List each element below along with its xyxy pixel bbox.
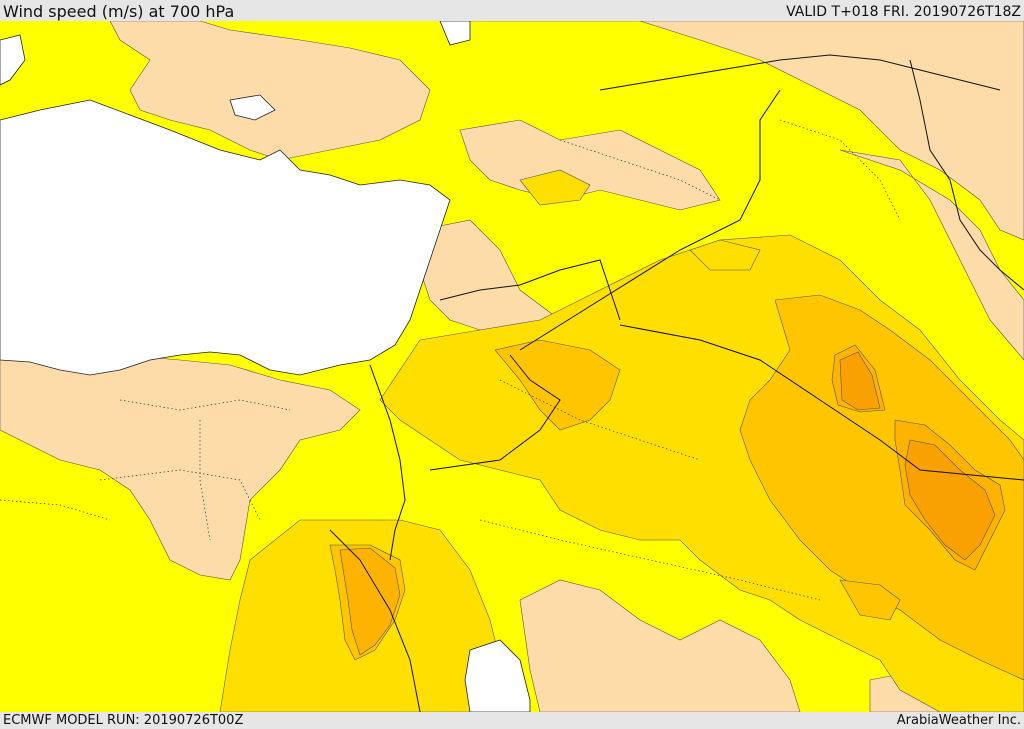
map-footer: ECMWF MODEL RUN: 20190726T00Z ArabiaWeat… — [0, 712, 1024, 729]
border-turkey-syria — [439, 259, 621, 321]
dark-orange-wind-regions — [839, 351, 996, 561]
amber-wind-syrian-desert — [494, 339, 621, 431]
red-sea-north — [464, 639, 531, 712]
low-wind-northeast — [470, 21, 1024, 241]
province-boundaries — [0, 119, 901, 601]
border-iraq-iran — [909, 59, 1024, 291]
low-wind-levant — [459, 119, 721, 211]
low-wind-sinai — [0, 349, 361, 581]
wind-speed-map — [0, 21, 1024, 712]
border-jordan-saudi — [429, 354, 561, 471]
border-turkey-iran — [599, 54, 1001, 91]
model-run-label: ECMWF MODEL RUN: 20190726T00Z — [3, 713, 244, 728]
mediterranean-sea — [0, 99, 451, 376]
aegean-sea-patch — [0, 34, 26, 86]
orange-wind-arabia — [339, 547, 401, 656]
valid-time-label: VALID T+018 FRI. 20190726T18Z — [786, 4, 1021, 20]
amber-wind-iraq-main — [739, 294, 1024, 681]
low-wind-hijaz — [519, 579, 801, 712]
gold-wind-north — [519, 169, 591, 206]
sea-of-marmara — [229, 94, 276, 121]
sea-areas — [0, 21, 531, 712]
border-iraq-saudi — [619, 324, 1024, 481]
dark-orange-wind-iraq — [839, 351, 881, 411]
border-syria-iraq — [519, 89, 781, 351]
low-wind-east — [839, 149, 1024, 361]
map-title: Wind speed (m/s) at 700 hPa — [3, 2, 235, 21]
map-canvas — [0, 21, 1024, 712]
country-borders — [329, 54, 1024, 712]
low-wind-anatolia — [109, 21, 431, 161]
border-egypt-israel — [369, 364, 406, 561]
map-header: Wind speed (m/s) at 700 hPa VALID T+018 … — [0, 0, 1024, 21]
gold-wind-east-patch — [689, 239, 761, 271]
border-saudi-yemen — [329, 529, 421, 712]
credit-label: ArabiaWeather Inc. — [896, 713, 1021, 728]
dark-orange-wind-south-iraq — [904, 439, 996, 561]
black-sea-corner — [439, 21, 471, 46]
amber-wind-southeast — [839, 579, 901, 621]
low-wind-regions — [0, 21, 1024, 712]
